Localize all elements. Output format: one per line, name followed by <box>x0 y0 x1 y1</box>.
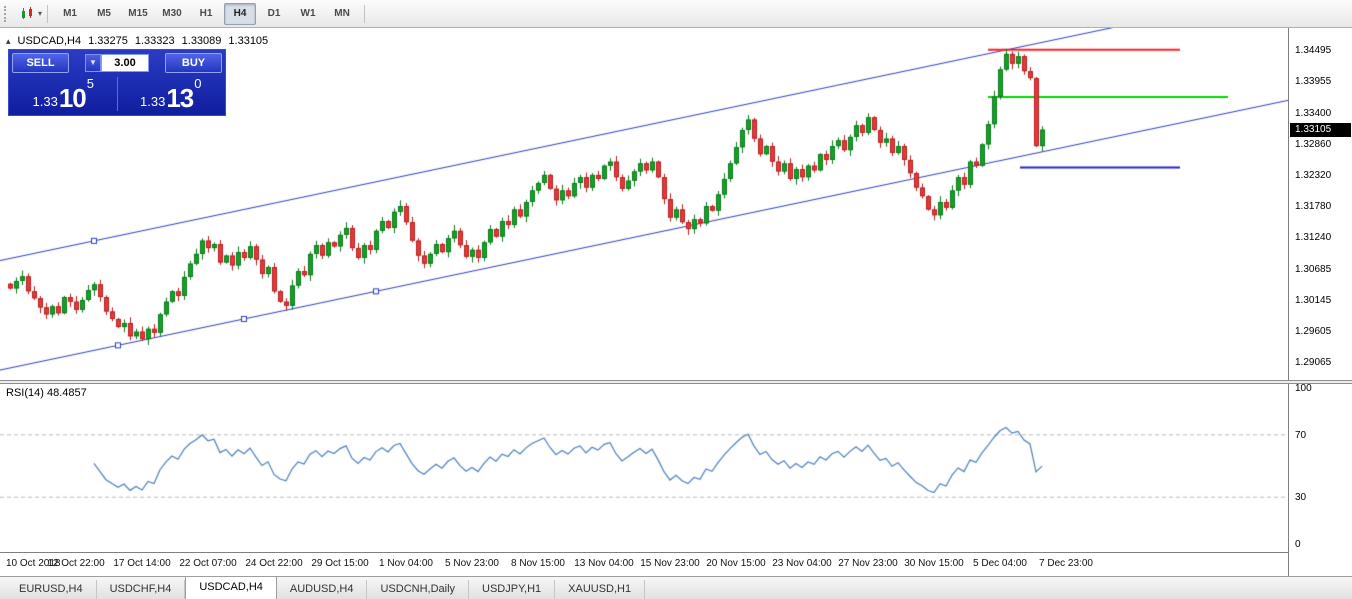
one-click-trading-panel: SELL ▼ BUY 1.33 10 5 1.33 13 <box>8 49 226 116</box>
rsi-value: 48.4857 <box>46 387 87 399</box>
candlestick-chart-icon <box>21 7 32 19</box>
time-axis-label: 5 Nov 23:00 <box>445 558 499 569</box>
price-axis-label: 1.30685 <box>1295 264 1332 276</box>
rsi-canvas[interactable] <box>0 384 1288 552</box>
chart-tab-usdcnh-daily[interactable]: USDCNH,Daily <box>367 580 470 599</box>
toolbar-drag-handle[interactable] <box>4 5 9 22</box>
ohlc-close: 1.33105 <box>228 35 269 47</box>
timeframe-toolbar: M1 M5 M15 M30 H1 H4 D1 W1 MN <box>53 2 359 25</box>
chart-tab-usdjpy-h1[interactable]: USDJPY,H1 <box>469 580 556 599</box>
timeframe-button-m1[interactable]: M1 <box>63 7 77 19</box>
time-axis-label: 1 Nov 04:00 <box>379 558 433 569</box>
price-axis-label: 1.30145 <box>1295 295 1332 307</box>
buy-button[interactable]: BUY <box>165 53 222 73</box>
toolbar-separator <box>364 4 366 23</box>
time-axis-label: 27 Nov 23:00 <box>838 558 898 569</box>
rsi-axis-label: 100 <box>1295 383 1312 394</box>
price-axis-label: 1.32320 <box>1295 169 1332 181</box>
price-divider <box>116 77 118 111</box>
time-axis-label: 23 Nov 04:00 <box>772 558 832 569</box>
time-axis-label: 12 Oct 22:00 <box>47 558 105 569</box>
volume-dropdown-button[interactable]: ▼ <box>85 54 101 72</box>
current-price-badge: 1.33105 <box>1290 122 1351 137</box>
timeframe-button-m15[interactable]: M15 <box>128 7 148 19</box>
sell-price-point: 5 <box>86 76 94 91</box>
chart-window: ▴ USDCAD,H4 1.33275 1.33323 1.33089 1.33… <box>0 28 1352 577</box>
main-chart-area: ▴ USDCAD,H4 1.33275 1.33323 1.33089 1.33… <box>0 28 1288 380</box>
sell-price-prefix: 1.33 <box>32 94 58 109</box>
timeframe-button-m5[interactable]: M5 <box>97 7 111 19</box>
time-axis-label: 10 Oct 2018 <box>6 558 61 569</box>
chart-tab-audusd-h4[interactable]: AUDUSD,H4 <box>277 580 368 599</box>
time-axis-label: 20 Nov 15:00 <box>706 558 766 569</box>
price-axis-label: 1.34495 <box>1295 44 1332 56</box>
timeframe-button-d1[interactable]: D1 <box>267 7 281 19</box>
ohlc-high: 1.33323 <box>134 35 175 47</box>
price-axis-label: 1.33955 <box>1295 75 1332 87</box>
timeframe-button-w1[interactable]: W1 <box>300 7 316 19</box>
time-axis-label: 30 Nov 15:00 <box>904 558 964 569</box>
timeframe-button-h4[interactable]: H4 <box>224 2 257 25</box>
timeframe-button-m30[interactable]: M30 <box>162 7 182 19</box>
time-axis-label: 17 Oct 14:00 <box>113 558 171 569</box>
buy-price-pips: 13 <box>166 83 194 113</box>
time-axis-label: 29 Oct 15:00 <box>311 558 369 569</box>
price-axis-label: 1.29605 <box>1295 326 1332 338</box>
caret-down-icon: ▼ <box>89 58 97 67</box>
chart-tab-xauusd-h1[interactable]: XAUUSD,H1 <box>555 580 646 599</box>
symbol-header: ▴ USDCAD,H4 1.33275 1.33323 1.33089 1.33… <box>6 35 268 47</box>
rsi-axis-label: 0 <box>1295 539 1301 550</box>
time-axis-label: 13 Nov 04:00 <box>574 558 634 569</box>
ohlc-low: 1.33089 <box>181 35 222 47</box>
toolbar: ▾ M1 M5 M15 M30 H1 H4 D1 W1 MN <box>0 0 1352 28</box>
toolbar-separator <box>47 4 49 23</box>
time-axis[interactable]: 10 Oct 2018 12 Oct 22:00 17 Oct 14:00 22 Oc… <box>0 552 1288 577</box>
rsi-indicator-panel: RSI(14) 48.4857 <box>0 384 1288 552</box>
price-axis-label: 1.32860 <box>1295 138 1332 150</box>
sell-button[interactable]: SELL <box>12 53 69 73</box>
collapse-panel-icon[interactable]: ▴ <box>6 35 11 46</box>
time-axis-label: 22 Oct 07:00 <box>179 558 237 569</box>
rsi-label: RSI(14) <box>6 387 44 399</box>
chart-tab-bar: EURUSD,H4 USDCHF,H4 USDCAD,H4 AUDUSD,H4 USDC… <box>0 576 1352 599</box>
buy-price: 1.33 13 0 <box>120 76 223 112</box>
chart-type-button[interactable] <box>13 2 41 26</box>
sell-price: 1.33 10 5 <box>12 76 115 112</box>
time-axis-label: 24 Oct 22:00 <box>245 558 303 569</box>
sell-price-pips: 10 <box>58 83 87 113</box>
volume-input[interactable] <box>101 54 149 72</box>
symbol-label: USDCAD,H4 <box>17 35 82 47</box>
price-axis-label: 1.31780 <box>1295 201 1332 213</box>
buy-price-point: 0 <box>194 76 202 91</box>
price-axis[interactable]: 1.33105 1.34495 1.33955 1.33400 1.32860 1.32… <box>1288 28 1352 576</box>
buy-price-prefix: 1.33 <box>140 94 166 109</box>
timeframe-button-h1[interactable]: H1 <box>199 7 213 19</box>
ohlc-open: 1.33275 <box>88 35 128 47</box>
time-axis-label: 5 Dec 04:00 <box>973 558 1027 569</box>
time-axis-label: 8 Nov 15:00 <box>511 558 565 569</box>
price-axis-label: 1.33400 <box>1295 107 1332 119</box>
time-axis-label: 7 Dec 23:00 <box>1039 558 1093 569</box>
rsi-axis-label: 70 <box>1295 429 1307 441</box>
price-axis-label: 1.29065 <box>1295 357 1332 369</box>
timeframe-button-mn[interactable]: MN <box>334 7 350 19</box>
chart-tab-usdcad-h4[interactable]: USDCAD,H4 <box>185 576 277 599</box>
chart-tab-usdchf-h4[interactable]: USDCHF,H4 <box>97 580 186 599</box>
rsi-axis-label: 30 <box>1295 492 1307 504</box>
panel-splitter[interactable] <box>0 380 1352 384</box>
price-axis-label: 1.31240 <box>1295 232 1332 244</box>
time-axis-label: 15 Nov 23:00 <box>640 558 700 569</box>
chart-tab-eurusd-h4[interactable]: EURUSD,H4 <box>6 580 97 599</box>
rsi-header: RSI(14) 48.4857 <box>6 387 87 399</box>
chevron-down-icon[interactable]: ▾ <box>38 9 43 18</box>
